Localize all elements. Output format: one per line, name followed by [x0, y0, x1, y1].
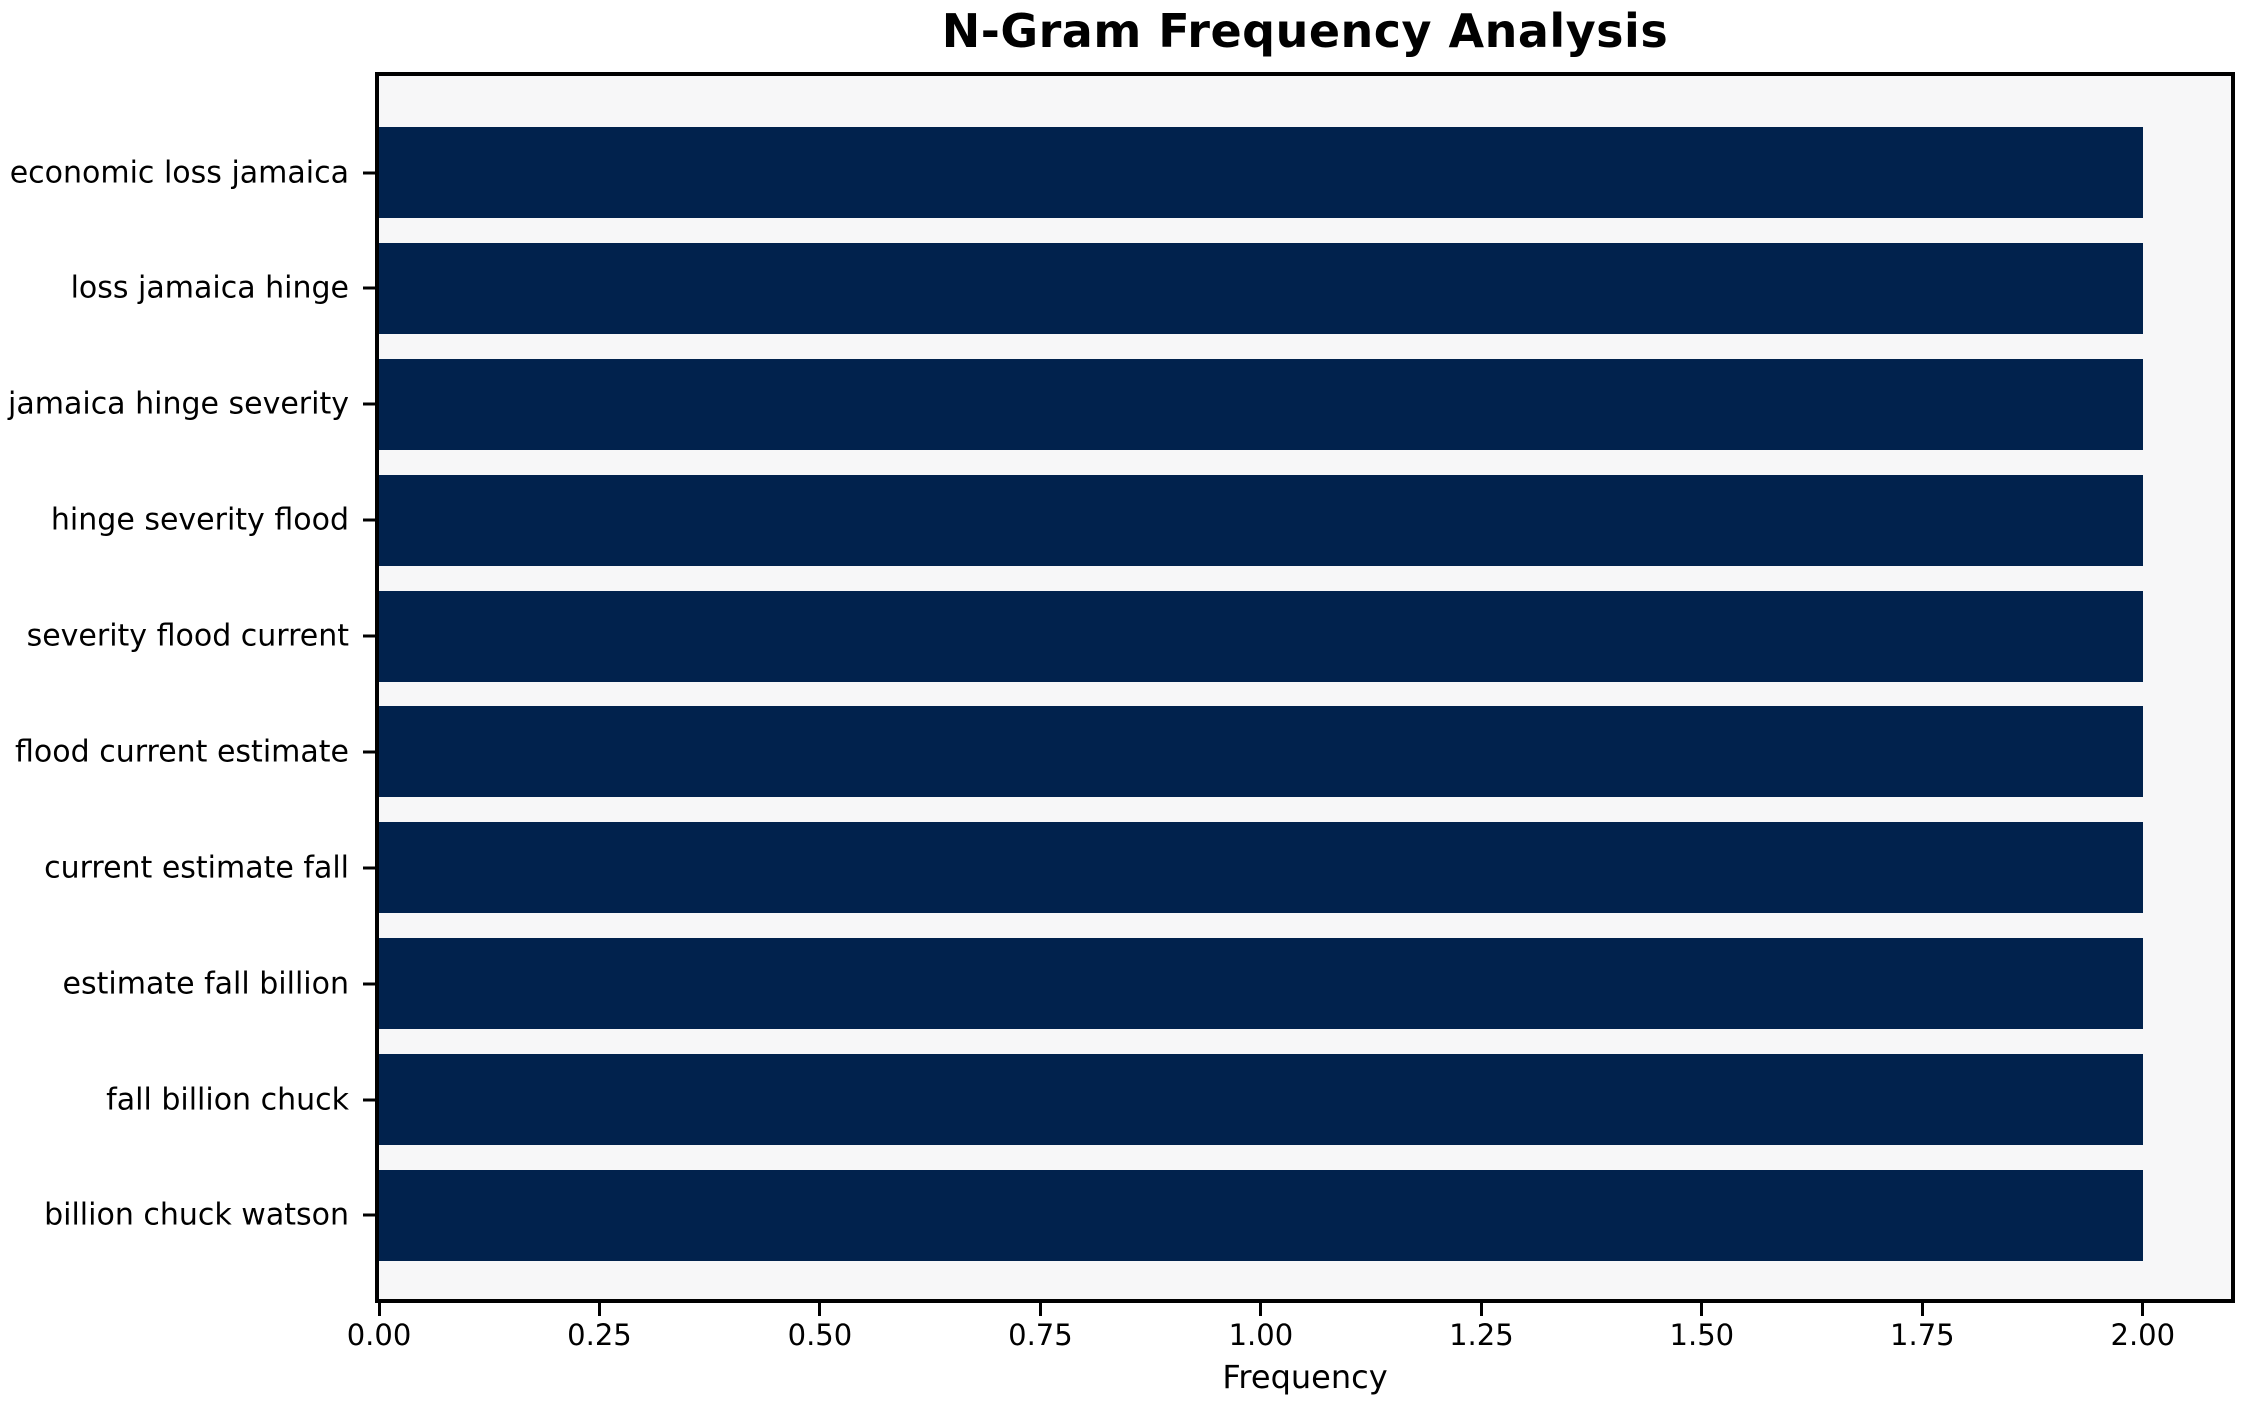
frequency-bar	[379, 474, 2143, 566]
x-tick-label: 1.75	[1890, 1318, 1955, 1352]
y-label-cell: flood current estimate	[0, 706, 379, 797]
x-tick-mark	[818, 1303, 822, 1316]
y-label-cell: billion chuck watson	[0, 1170, 379, 1261]
y-tick-label: estimate fall billion	[62, 966, 349, 1002]
y-tick-label: loss jamaica hinge	[70, 270, 349, 306]
y-tick-mark	[363, 286, 375, 290]
y-tick-label: economic loss jamaica	[9, 155, 349, 190]
x-tick-label: 0.50	[787, 1318, 853, 1352]
y-tick-mark	[363, 402, 375, 406]
y-label-cell: fall billion chuck	[0, 1054, 379, 1145]
x-tick-mark	[1920, 1303, 1924, 1316]
bar-row: current estimate fall	[0, 822, 2254, 914]
frequency-bar	[379, 127, 2143, 218]
frequency-bar	[379, 1169, 2143, 1261]
x-tick-mark	[597, 1303, 601, 1316]
bar-row: billion chuck watson	[0, 1169, 2254, 1261]
y-tick-label: current estimate fall	[44, 850, 349, 886]
frequency-bar	[379, 358, 2143, 450]
x-tick-label: 1.50	[1669, 1318, 1735, 1352]
y-label-cell: current estimate fall	[0, 822, 379, 913]
y-tick-label: jamaica hinge severity	[8, 386, 349, 422]
y-tick-mark	[363, 1098, 375, 1101]
bar-row: fall billion chuck	[0, 1054, 2254, 1145]
y-label-cell: severity flood current	[0, 591, 379, 682]
x-tick-label: 0.25	[567, 1318, 632, 1352]
chart-title: N-Gram Frequency Analysis	[941, 4, 1669, 58]
y-tick-label: flood current estimate	[15, 734, 349, 770]
y-label-cell: loss jamaica hinge	[0, 243, 379, 334]
y-tick-mark	[363, 634, 375, 638]
y-tick-label: severity flood current	[26, 618, 349, 654]
bar-row: severity flood current	[0, 590, 2254, 682]
x-tick-mark	[1700, 1303, 1704, 1316]
bar-row: flood current estimate	[0, 706, 2254, 798]
y-label-cell: economic loss jamaica	[0, 127, 379, 218]
y-tick-label: billion chuck watson	[44, 1197, 349, 1233]
x-tick-mark	[1259, 1303, 1263, 1316]
x-tick-label: 1.00	[1228, 1318, 1294, 1352]
bars-container: economic loss jamaica loss jamaica hinge j…	[0, 76, 2254, 1299]
y-tick-mark	[363, 750, 375, 754]
y-tick-label: fall billion chuck	[106, 1082, 349, 1117]
x-axis-label: Frequency	[1222, 1358, 1388, 1396]
y-label-cell: jamaica hinge severity	[0, 359, 379, 450]
x-tick-mark	[1479, 1303, 1483, 1316]
frequency-bar	[379, 938, 2143, 1030]
bar-row: loss jamaica hinge	[0, 242, 2254, 334]
bar-row: estimate fall billion	[0, 938, 2254, 1030]
y-label-cell: hinge severity flood	[0, 475, 379, 566]
frequency-bar	[379, 1054, 2143, 1145]
y-tick-mark	[363, 518, 375, 522]
y-tick-mark	[363, 982, 375, 986]
bar-row: jamaica hinge severity	[0, 358, 2254, 450]
bar-row: economic loss jamaica	[0, 127, 2254, 218]
frequency-bar	[379, 822, 2143, 914]
x-tick-mark	[1038, 1303, 1042, 1316]
x-tick-mark	[377, 1303, 381, 1316]
x-tick-label: 1.25	[1449, 1318, 1514, 1352]
y-tick-mark	[363, 1213, 375, 1217]
x-tick-label: 0.75	[1008, 1318, 1073, 1352]
x-tick-mark	[2141, 1303, 2145, 1316]
y-tick-label: hinge severity flood	[50, 502, 349, 538]
x-tick-label: 2.00	[2110, 1318, 2176, 1352]
y-tick-mark	[363, 171, 375, 174]
y-tick-mark	[363, 866, 375, 870]
frequency-bar	[379, 590, 2143, 682]
x-tick-label: 0.00	[346, 1318, 412, 1352]
frequency-bar	[379, 706, 2143, 798]
y-label-cell: estimate fall billion	[0, 938, 379, 1029]
frequency-bar	[379, 242, 2143, 334]
bar-row: hinge severity flood	[0, 474, 2254, 566]
